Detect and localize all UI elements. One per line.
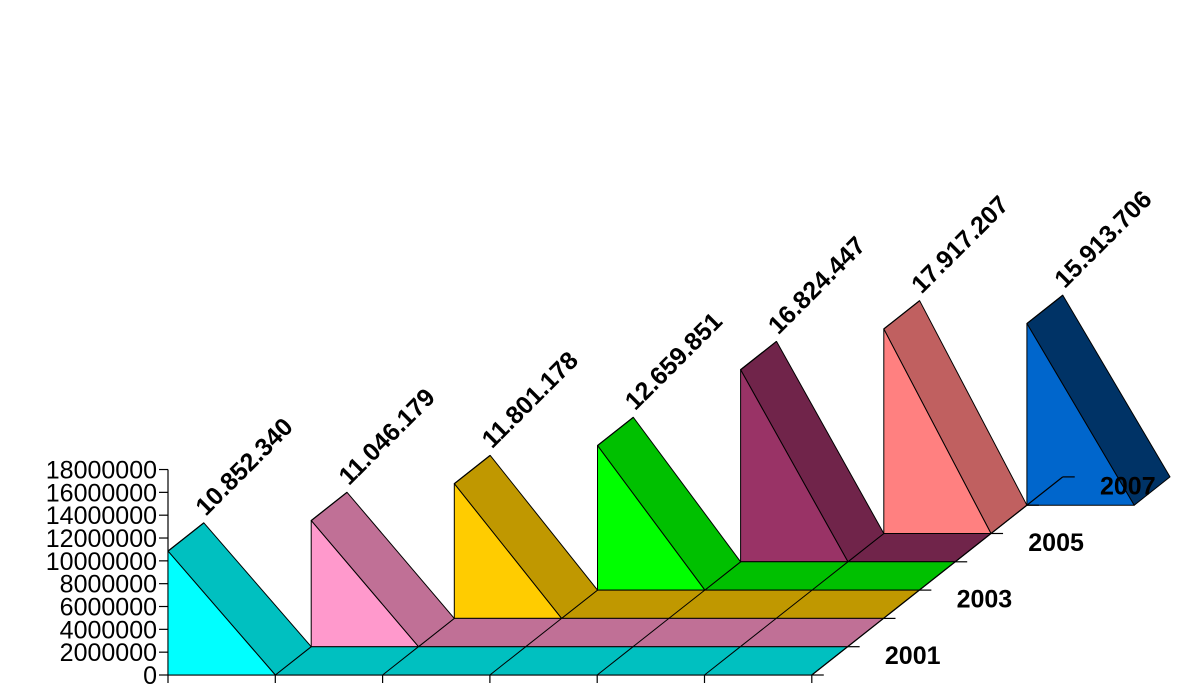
series-ribbon: 12.659.851 — [489, 307, 956, 591]
ribbon-ridge — [1026, 294, 1064, 325]
floor-gridline — [704, 646, 741, 676]
depth-tick-label: 2005 — [1028, 529, 1084, 557]
y-axis: 0200000040000006000000800000010000000120… — [46, 457, 813, 684]
y-tick-label: 8000000 — [60, 571, 157, 599]
floor-gridline — [596, 646, 634, 676]
ribbon-ridge — [597, 416, 634, 447]
floor-gridline — [632, 618, 670, 648]
floor-gridline — [811, 561, 849, 591]
floor-gridline — [740, 618, 777, 648]
y-tick-label: 14000000 — [46, 502, 157, 530]
floor-gridline — [775, 589, 813, 619]
series-group: 15.913.706 17.917.207 16.824.447 12.659.851… — [167, 185, 1171, 676]
ribbon-ridge — [453, 454, 491, 485]
data-label: 11.046.179 — [333, 383, 440, 490]
ribbon-ridge — [310, 491, 348, 522]
ribbon-ridge — [740, 340, 777, 371]
data-label: 12.659.851 — [620, 307, 728, 415]
y-tick-label: 6000000 — [60, 594, 157, 622]
depth-tick-label: 2001 — [885, 642, 941, 670]
y-tick-label: 10000000 — [46, 548, 157, 576]
floor-gridline — [668, 589, 706, 619]
depth-axis: 2001 2003 2005 2007 — [811, 472, 1156, 676]
data-label: 16.824.447 — [763, 231, 871, 339]
data-label: 10.852.340 — [190, 413, 298, 521]
ribbon-ridge — [883, 300, 920, 330]
depth-tick-label: 2003 — [957, 586, 1013, 614]
ribbon-ridge — [167, 522, 205, 552]
data-label: 11.801.178 — [477, 346, 584, 453]
data-label: 15.913.706 — [1049, 185, 1157, 293]
y-tick-label: 18000000 — [46, 457, 157, 485]
depth-axis-line — [811, 476, 1064, 676]
floor-gridline — [382, 646, 419, 676]
floor-gridline — [525, 618, 562, 648]
depth-tick-label: 2007 — [1100, 472, 1156, 500]
y-tick-label: 4000000 — [60, 616, 157, 644]
y-tick-label: 2000000 — [60, 639, 157, 667]
floor-gridline — [489, 646, 527, 676]
ribbon-front — [167, 550, 276, 676]
y-tick-label: 16000000 — [46, 479, 157, 507]
y-tick-label: 12000000 — [46, 525, 157, 553]
y-tick-label: 0 — [143, 662, 157, 684]
data-label: 17.917.207 — [906, 191, 1014, 299]
